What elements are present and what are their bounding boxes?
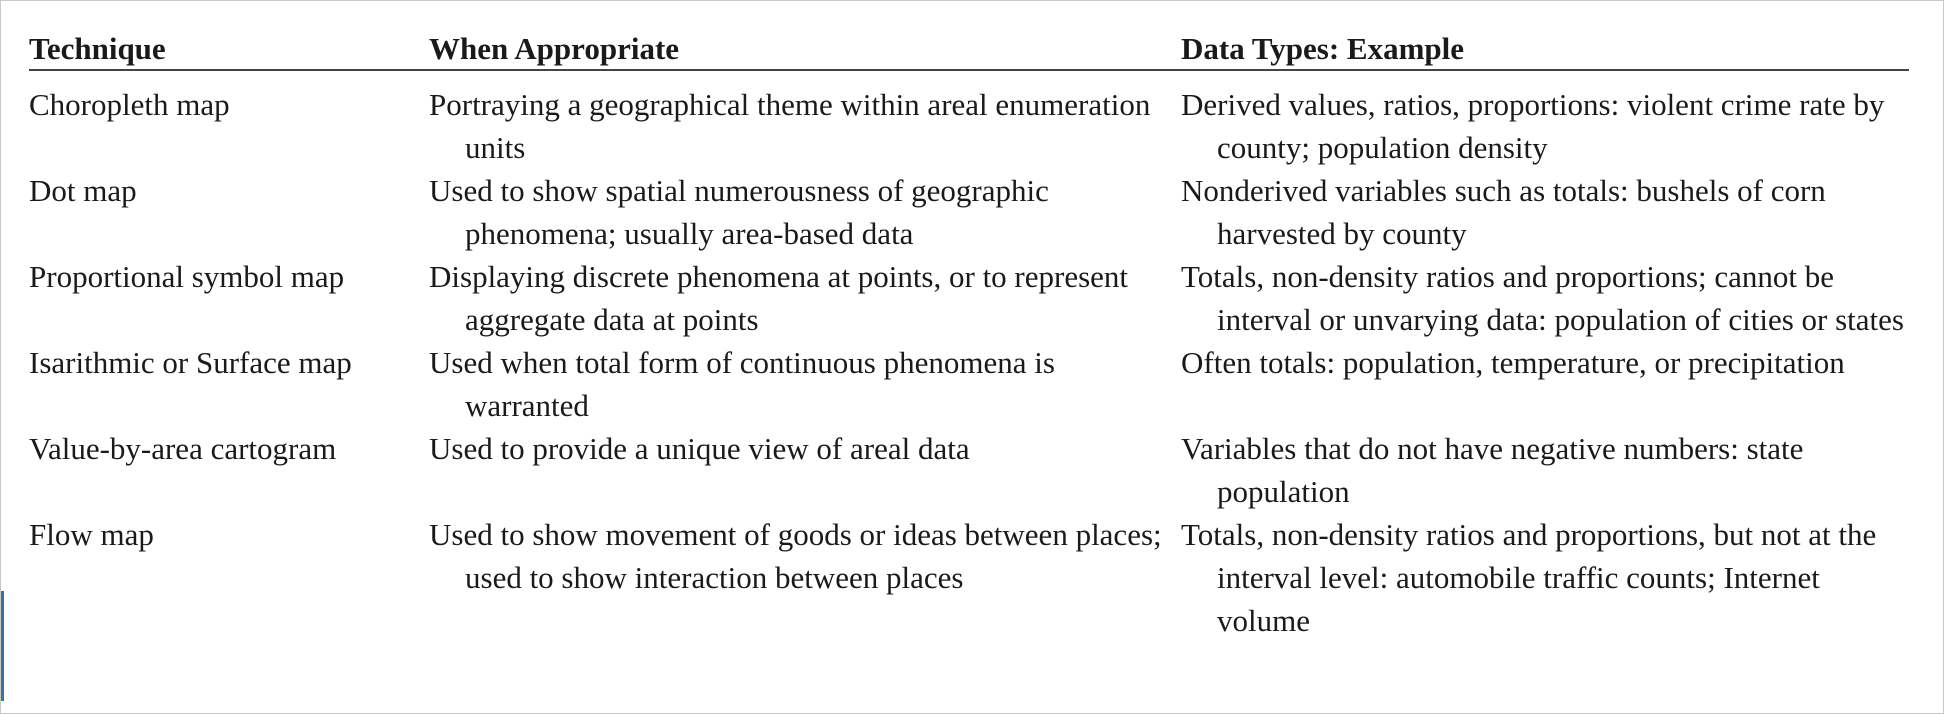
cell-data-types: Often totals: population, temperature, o…: [1181, 345, 1845, 380]
cell-when-appropriate: Used to provide a unique view of areal d…: [429, 431, 970, 466]
cell-when-appropriate: Portraying a geographical theme within a…: [429, 87, 1151, 165]
header-when-appropriate: When Appropriate: [429, 31, 680, 66]
cell-technique: Dot map: [29, 173, 137, 208]
cell-data-types: Nonderived variables such as totals: bus…: [1181, 173, 1826, 251]
cell-technique: Flow map: [29, 517, 154, 552]
cell-when-appropriate: Used to show spatial numerousness of geo…: [429, 173, 1049, 251]
cell-data-types: Derived values, ratios, proportions: vio…: [1181, 87, 1885, 165]
cell-data-types: Totals, non-density ratios and proportio…: [1181, 517, 1877, 638]
cell-when-appropriate: Used to show movement of goods or ideas …: [429, 517, 1162, 595]
table-row: Value-by-area cartogram Used to provide …: [29, 427, 1909, 513]
table-row: Flow map Used to show movement of goods …: [29, 513, 1909, 642]
table-row: Proportional symbol map Displaying discr…: [29, 255, 1909, 341]
table-row: Choropleth map Portraying a geographical…: [29, 83, 1909, 169]
cell-when-appropriate: Displaying discrete phenomena at points,…: [429, 259, 1129, 337]
header-data-types: Data Types: Example: [1181, 31, 1465, 66]
cell-data-types: Variables that do not have negative numb…: [1181, 431, 1804, 509]
cell-technique: Choropleth map: [29, 87, 230, 122]
cell-technique: Isarithmic or Surface map: [29, 345, 352, 380]
table-body: Choropleth map Portraying a geographical…: [29, 71, 1909, 642]
cell-technique: Proportional symbol map: [29, 259, 345, 294]
window-edge: [1, 591, 4, 701]
map-techniques-table: Technique When Appropriate Data Types: E…: [29, 29, 1909, 642]
cell-data-types: Totals, non-density ratios and proportio…: [1181, 259, 1904, 337]
table-header-row: Technique When Appropriate Data Types: E…: [29, 29, 1909, 71]
table-row: Dot map Used to show spatial numerousnes…: [29, 169, 1909, 255]
header-technique: Technique: [29, 31, 166, 66]
cell-technique: Value-by-area cartogram: [29, 431, 337, 466]
cell-when-appropriate: Used when total form of continuous pheno…: [429, 345, 1055, 423]
table-row: Isarithmic or Surface map Used when tota…: [29, 341, 1909, 427]
